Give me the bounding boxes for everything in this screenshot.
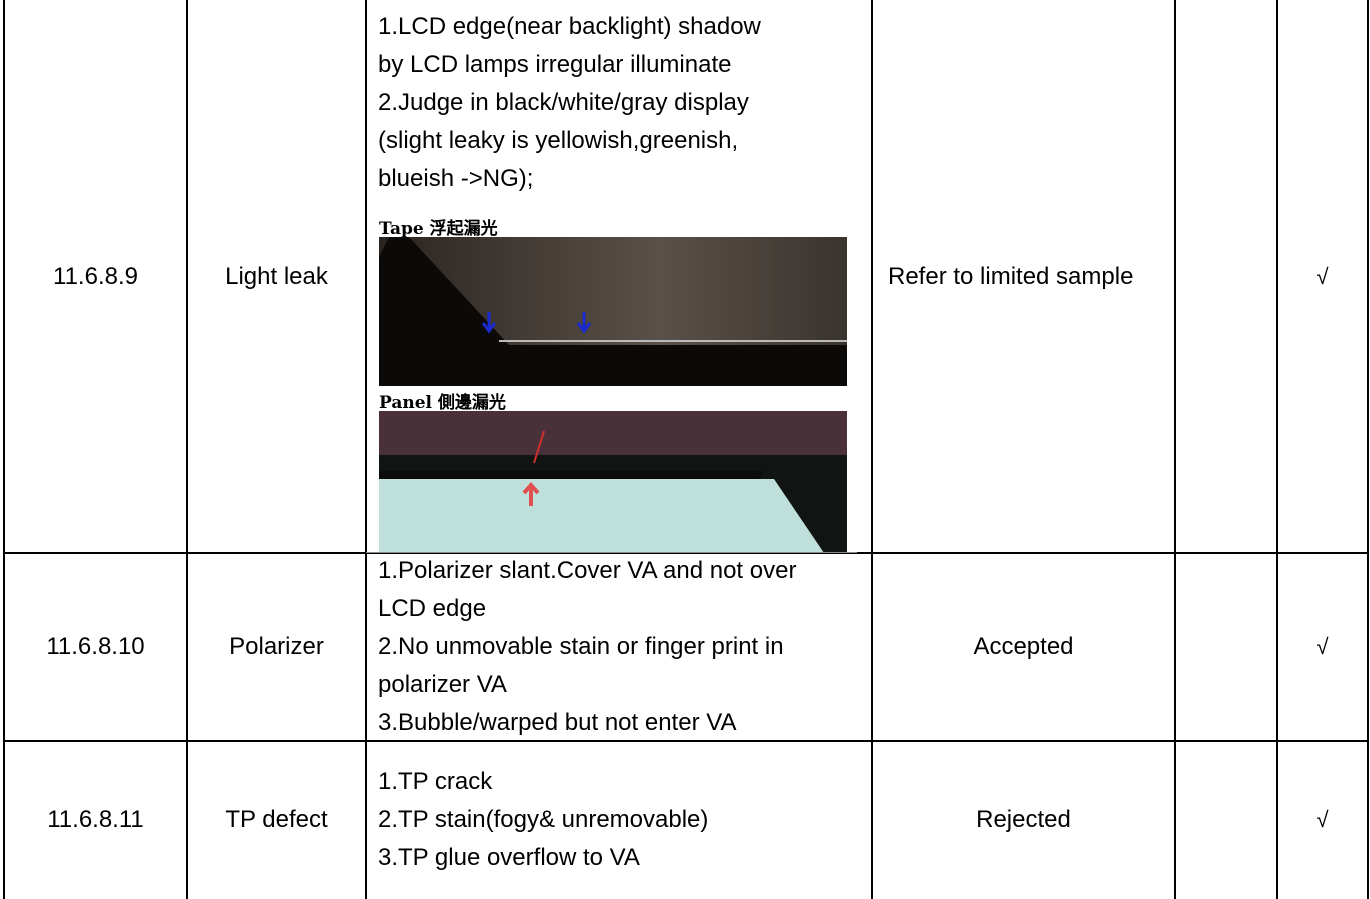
judgment: Rejected: [976, 806, 1071, 833]
judgment: Refer to limited sample: [888, 263, 1134, 290]
row-item: Light leak: [225, 262, 328, 290]
border: [3, 552, 1368, 554]
criteria-line: 3.Bubble/warped but not enter VA: [378, 709, 737, 736]
criteria-line: LCD edge: [378, 595, 487, 622]
figure-caption: Panel 側邊漏光: [379, 393, 506, 413]
criteria-line: 1.Polarizer slant.Cover VA and not over: [378, 557, 797, 584]
row-id: 11.6.8.10: [46, 633, 145, 660]
border: [3, 0, 5, 899]
criteria-line: polarizer VA: [378, 671, 507, 698]
criteria-line: 2.Judge in black/white/gray display: [378, 89, 749, 116]
border: [365, 0, 367, 899]
criteria-line: (slight leaky is yellowish,greenish,: [378, 127, 739, 154]
row-id: 11.6.8.9: [53, 262, 138, 290]
criteria-line: 1.TP crack: [378, 768, 493, 795]
check-mark: √: [1316, 263, 1329, 289]
border: [186, 0, 188, 899]
figure-caption: Tape 浮起漏光: [379, 219, 498, 239]
check-mark: √: [1316, 807, 1329, 832]
figure-rule: [366, 552, 857, 553]
criteria-line: 1.LCD edge(near backlight) shadow: [378, 13, 761, 40]
border: [3, 740, 1368, 742]
border: [1276, 0, 1278, 899]
criteria-line: 3.TP glue overflow to VA: [378, 844, 640, 871]
row-item: TP defect: [225, 806, 328, 833]
border: [1367, 0, 1369, 899]
border: [871, 0, 873, 899]
criteria-cell: 1.TP crack 2.TP stain(fogy& unremovable) 3…: [378, 741, 872, 899]
criteria-line: by LCD lamps irregular illuminate: [378, 51, 732, 78]
criteria-cell: 1.Polarizer slant.Cover VA and not over L…: [378, 553, 872, 741]
criteria-line: 2.No unmovable stain or finger print in: [378, 633, 784, 660]
criteria-cell: 1.LCD edge(near backlight) shadow by LCD …: [378, 0, 872, 553]
judgment: Accepted: [973, 633, 1074, 660]
row-id: 11.6.8.11: [47, 806, 144, 833]
criteria-line: 2.TP stain(fogy& unremovable): [378, 806, 709, 833]
figure-image: [379, 411, 847, 553]
border: [1174, 0, 1176, 899]
row-item: Polarizer: [229, 633, 324, 660]
figure-image: [379, 237, 847, 386]
criteria-line: blueish ->NG);: [378, 165, 534, 192]
check-mark: √: [1316, 634, 1329, 659]
